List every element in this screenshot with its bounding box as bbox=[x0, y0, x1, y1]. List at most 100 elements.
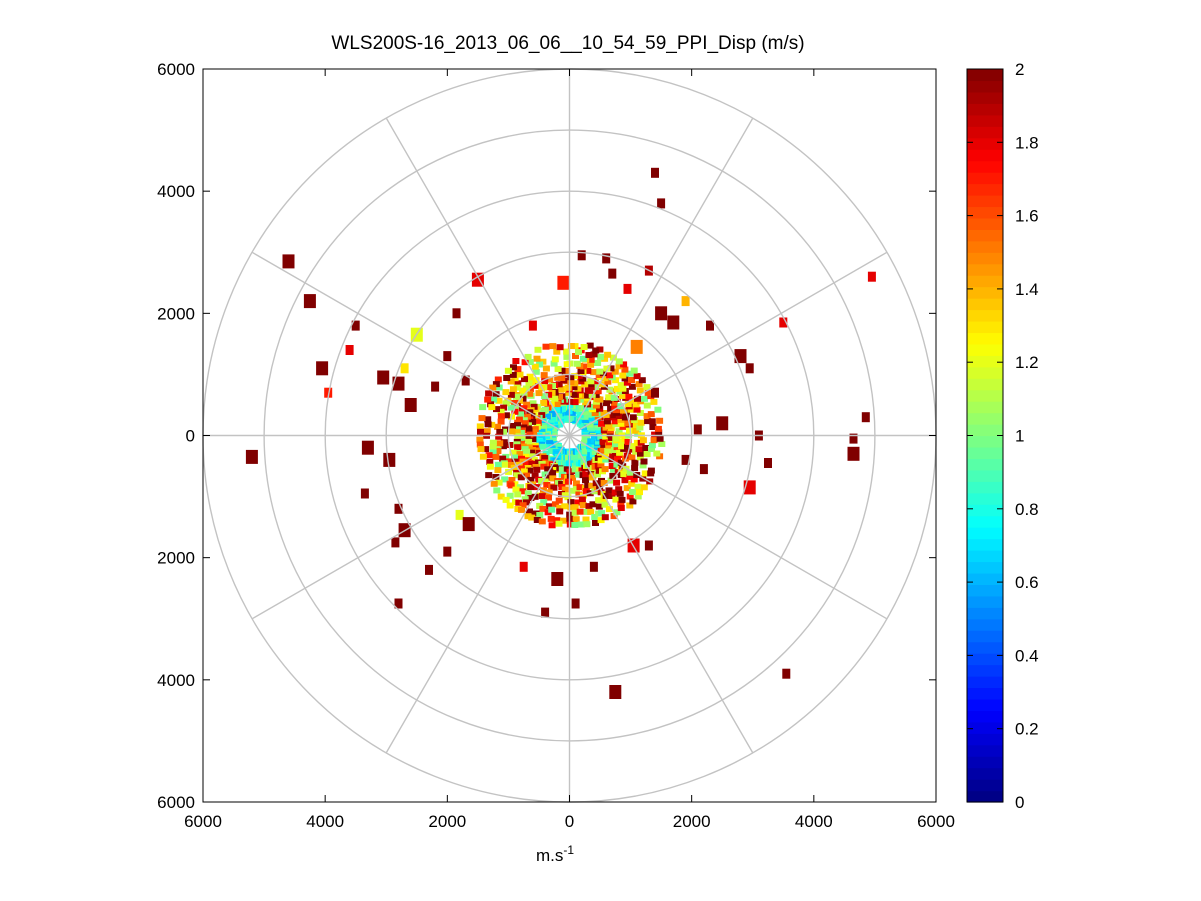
data-cell bbox=[635, 381, 643, 388]
data-cell bbox=[524, 490, 532, 497]
data-cell bbox=[492, 453, 500, 460]
data-cell bbox=[490, 480, 498, 487]
data-cell bbox=[497, 413, 505, 420]
data-cell bbox=[639, 437, 647, 444]
data-cell bbox=[562, 409, 569, 416]
chart-title: WLS200S-16_2013_06_06__10_54_59_PPI_Disp… bbox=[331, 33, 804, 54]
data-cell bbox=[485, 390, 493, 397]
data-cell bbox=[528, 460, 536, 467]
data-cell bbox=[551, 395, 559, 402]
data-cell bbox=[479, 453, 487, 460]
data-cell bbox=[525, 380, 533, 387]
colorbar-band bbox=[967, 389, 1003, 402]
data-cell bbox=[499, 455, 507, 462]
data-cell bbox=[507, 391, 515, 398]
data-cell bbox=[602, 456, 610, 463]
data-cell bbox=[505, 468, 513, 475]
data-cell bbox=[639, 462, 647, 469]
data-point bbox=[651, 167, 659, 178]
data-cell bbox=[603, 365, 611, 372]
x-axis-label-superscript: -1 bbox=[563, 843, 574, 857]
data-cell bbox=[535, 390, 543, 397]
colorbar: 0 0.2 0.4 0.6 0.8 1 1.2 1.4 1.6 1.8 2 bbox=[966, 60, 1039, 812]
data-cell bbox=[501, 461, 508, 468]
colorbar-band bbox=[967, 206, 1003, 219]
data-cell bbox=[631, 459, 639, 466]
data-cell bbox=[572, 516, 580, 523]
data-cell bbox=[514, 366, 522, 373]
data-cell bbox=[612, 496, 620, 503]
data-cell bbox=[524, 513, 532, 520]
data-cell bbox=[603, 418, 611, 425]
data-cell bbox=[553, 401, 561, 408]
data-cell bbox=[582, 471, 590, 478]
data-cell bbox=[643, 451, 651, 458]
data-cell bbox=[602, 492, 610, 499]
colorbar-band bbox=[967, 240, 1003, 253]
data-cell bbox=[541, 471, 549, 478]
data-cell bbox=[517, 484, 524, 491]
data-cell bbox=[527, 476, 535, 483]
data-cell bbox=[586, 456, 594, 463]
data-cell bbox=[584, 482, 592, 489]
data-cell bbox=[637, 450, 644, 457]
data-point bbox=[764, 458, 772, 468]
data-cell bbox=[536, 361, 544, 368]
colorbar-band bbox=[967, 424, 1003, 437]
data-point bbox=[394, 503, 403, 514]
data-cell bbox=[549, 475, 557, 482]
data-cell bbox=[619, 392, 626, 399]
data-cell bbox=[482, 446, 490, 453]
data-cell bbox=[514, 444, 522, 451]
data-cell bbox=[495, 397, 503, 404]
data-cell bbox=[600, 410, 608, 416]
data-cell bbox=[492, 391, 500, 398]
data-cell bbox=[590, 436, 598, 443]
data-cell bbox=[545, 503, 553, 510]
data-cell bbox=[563, 367, 570, 374]
data-cell bbox=[654, 406, 662, 413]
data-cell bbox=[592, 391, 600, 398]
data-cell bbox=[497, 418, 505, 425]
data-cell bbox=[609, 472, 617, 479]
data-cell bbox=[511, 458, 519, 465]
data-cell bbox=[636, 489, 643, 496]
data-cell bbox=[541, 378, 549, 385]
data-cell bbox=[634, 395, 641, 402]
data-cell bbox=[476, 441, 484, 448]
data-cell bbox=[584, 367, 592, 374]
data-cell bbox=[540, 372, 548, 379]
data-point bbox=[519, 561, 528, 572]
data-point bbox=[394, 598, 403, 609]
colorbar-gradient bbox=[967, 69, 1003, 803]
data-cell bbox=[621, 414, 629, 421]
data-cell bbox=[541, 478, 549, 485]
y-tick-label: 4000 bbox=[157, 671, 195, 690]
data-cell bbox=[599, 370, 607, 377]
data-cell bbox=[643, 384, 651, 391]
data-point bbox=[609, 685, 622, 699]
data-cell bbox=[628, 383, 636, 390]
colorbar-band bbox=[967, 298, 1003, 311]
colorbar-band bbox=[967, 584, 1003, 597]
data-cell bbox=[575, 349, 582, 355]
data-cell bbox=[502, 400, 510, 407]
data-cell bbox=[636, 424, 644, 431]
colorbar-band bbox=[967, 469, 1003, 482]
data-cell bbox=[518, 506, 525, 513]
data-cell bbox=[532, 368, 540, 375]
data-cell bbox=[549, 415, 556, 422]
data-cell bbox=[633, 406, 641, 413]
data-cell bbox=[596, 368, 604, 375]
data-cell bbox=[495, 479, 503, 486]
data-cell bbox=[521, 376, 528, 383]
data-cell bbox=[544, 509, 552, 516]
data-cell bbox=[571, 509, 579, 516]
data-cell bbox=[625, 393, 633, 400]
data-cell bbox=[511, 375, 519, 382]
data-cell bbox=[649, 424, 657, 430]
data-cell bbox=[630, 476, 638, 483]
data-cell bbox=[558, 480, 566, 487]
data-cell bbox=[544, 466, 552, 473]
data-cell bbox=[488, 421, 496, 428]
